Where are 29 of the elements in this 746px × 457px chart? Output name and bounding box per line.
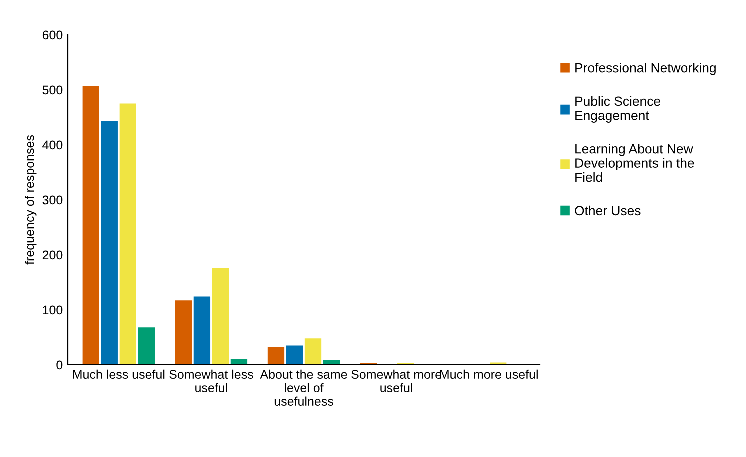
y-axis-title: frequency of responses [25,135,37,265]
bar [286,346,304,365]
bar [268,347,285,365]
bar [212,268,230,365]
bar [194,296,211,365]
y-tick-label: 600 [42,30,63,40]
bar [323,360,340,365]
y-tick-label: 0 [56,360,63,370]
x-tick-label: Much less useful [73,370,165,380]
y-tick-label: 300 [42,196,63,205]
x-tick-label: Somewhat less useful [170,370,254,393]
legend-label: Professional Networking [576,63,716,76]
x-tick-label: About the same level of usefulness [260,370,348,406]
legend-label: Other Uses [575,206,641,216]
y-tick-label: 400 [42,140,63,150]
y-tick-label: 500 [42,86,63,95]
bar [120,104,136,365]
bar [175,300,192,365]
bar [230,360,248,365]
y-tick-label: 200 [42,250,63,260]
bar [82,86,100,365]
legend-label: Learning About New Developments in the Field [576,144,694,182]
bar [101,121,118,365]
legend-label: Public Science Engagement [576,96,660,123]
x-tick-label: Much more useful [440,370,538,380]
x-tick-label: Somewhat more useful [352,370,442,393]
bar [138,328,155,365]
y-tick-label: 100 [43,306,63,315]
bar [304,338,322,365]
